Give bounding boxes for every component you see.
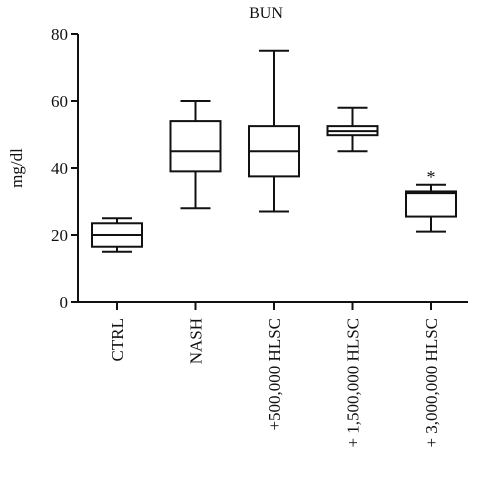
box-2: [248, 49, 300, 213]
x-tick-label: +500,000 HLSC: [265, 318, 284, 431]
boxes-group: *: [91, 49, 457, 253]
box-3: [326, 106, 379, 153]
y-tick-label: 20: [51, 226, 68, 245]
y-tick-label: 80: [51, 25, 68, 44]
axes: 0 20 40 60 80 CTRL NASH +500,000 HLSC + 1,500,00…: [51, 25, 468, 448]
iqr-box: [405, 190, 457, 218]
x-tick-label: CTRL: [108, 318, 127, 361]
iqr-box: [169, 120, 222, 173]
box-0: [91, 217, 143, 253]
x-tick-label: + 1,500,000 HLSC: [344, 318, 363, 448]
box-1: [169, 100, 222, 210]
chart-title: BUN: [249, 5, 283, 22]
x-tick-label: + 3,000,000 HLSC: [422, 318, 441, 448]
box-4: *: [405, 167, 457, 233]
y-axis-label: mg/dl: [7, 148, 26, 188]
x-tick-label: NASH: [187, 318, 206, 364]
y-tick-label: 40: [51, 159, 68, 178]
y-tick-label: 0: [60, 293, 69, 312]
y-tick-label: 60: [51, 92, 68, 111]
significance-annotation: *: [427, 167, 436, 187]
